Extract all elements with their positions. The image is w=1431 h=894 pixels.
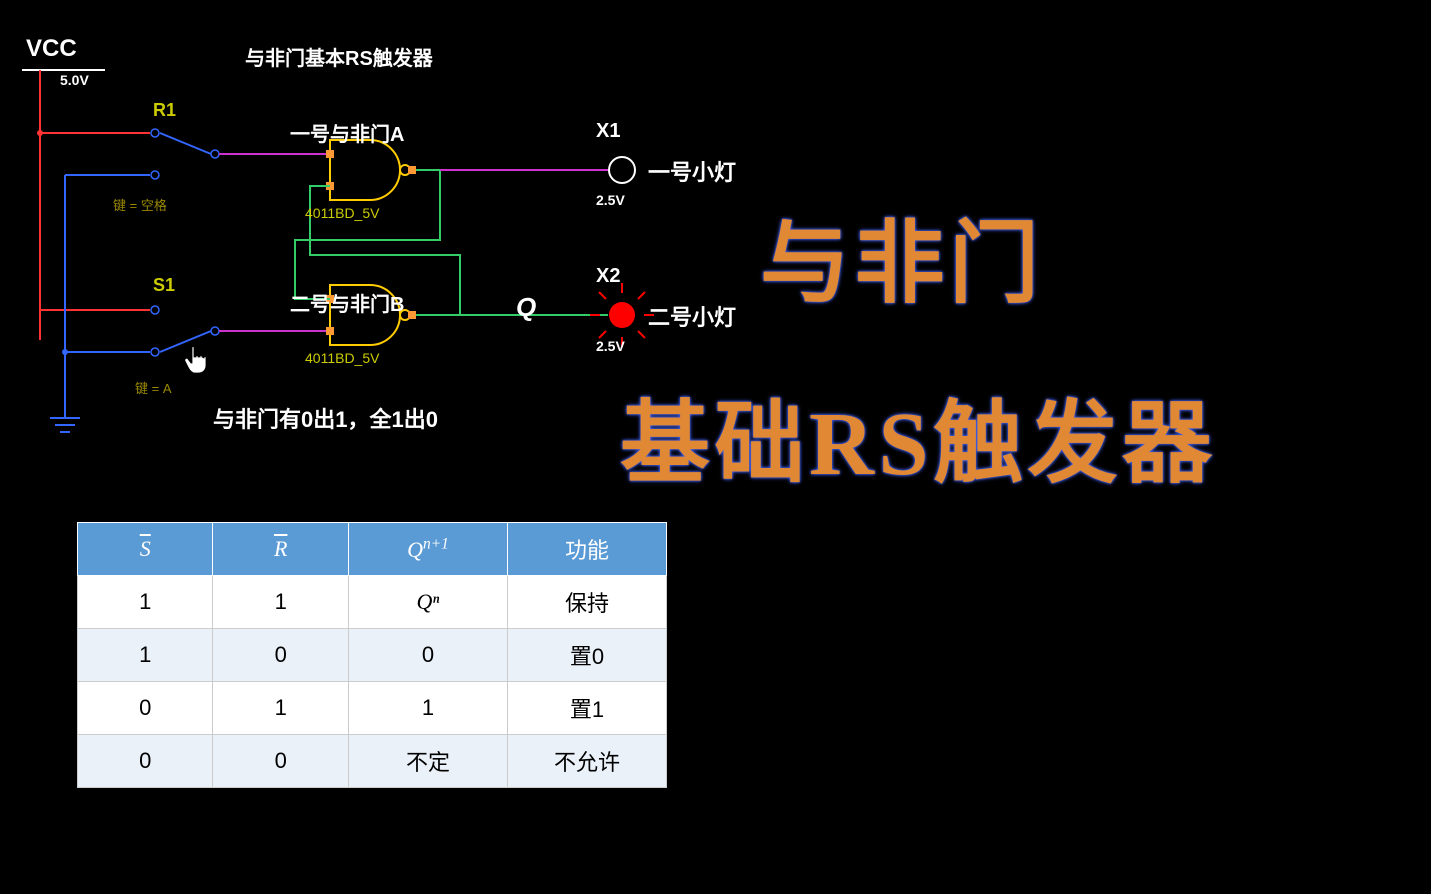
- lamp-x1-voltage: 2.5V: [596, 192, 625, 208]
- lamp-x1-label: 一号小灯: [648, 155, 736, 187]
- gate-a-part: 4011BD_5V: [305, 205, 379, 221]
- switch-r1-label[interactable]: R1: [153, 100, 176, 121]
- lamp-x2-ref: X2: [596, 265, 620, 288]
- gate-b-part: 4011BD_5V: [305, 350, 379, 366]
- gate-b-label: 二号与非门B: [290, 288, 404, 317]
- q-output-label: Q: [516, 292, 536, 323]
- switch-s1-label[interactable]: S1: [153, 275, 175, 296]
- nand-rule-text: 与非门有0出1，全1出0: [213, 402, 438, 434]
- vcc-value: 5.0V: [60, 72, 89, 88]
- table-header-row: S R Qn+1 功能: [78, 523, 667, 576]
- cursor-hand-icon: [183, 345, 209, 380]
- gate-a-label: 一号与非门A: [290, 118, 404, 147]
- table-row: 0 1 1 置1: [78, 682, 667, 735]
- nand-gate-a: [326, 140, 416, 200]
- circuit-title: 与非门基本RS触发器: [245, 42, 433, 71]
- table-row: 1 0 0 置0: [78, 629, 667, 682]
- switch-s1-hint: 键 = A: [135, 378, 172, 397]
- switch-r1-hint: 键 = 空格: [113, 195, 167, 214]
- col-func: 功能: [507, 523, 666, 576]
- lamp-x1-ref: X1: [596, 120, 620, 143]
- big-title-line2: 基础RS触发器: [620, 370, 1431, 500]
- col-q: Qn+1: [407, 537, 449, 562]
- vcc-label: VCC: [26, 35, 77, 63]
- col-s: S: [140, 536, 151, 561]
- switch-r1: [151, 129, 219, 179]
- truth-table: S R Qn+1 功能 1 1 Qⁿ 保持 1 0 0 置0 0 1 1 置1 …: [77, 522, 667, 788]
- big-title-line1: 与非门: [760, 190, 1044, 320]
- table-row: 1 1 Qⁿ 保持: [78, 576, 667, 629]
- lamp-x2-label: 二号小灯: [648, 300, 736, 332]
- col-r: R: [274, 536, 287, 561]
- table-row: 0 0 不定 不允许: [78, 735, 667, 788]
- lamp-x1-bulb: [609, 157, 635, 183]
- lamp-x2-voltage: 2.5V: [596, 338, 625, 354]
